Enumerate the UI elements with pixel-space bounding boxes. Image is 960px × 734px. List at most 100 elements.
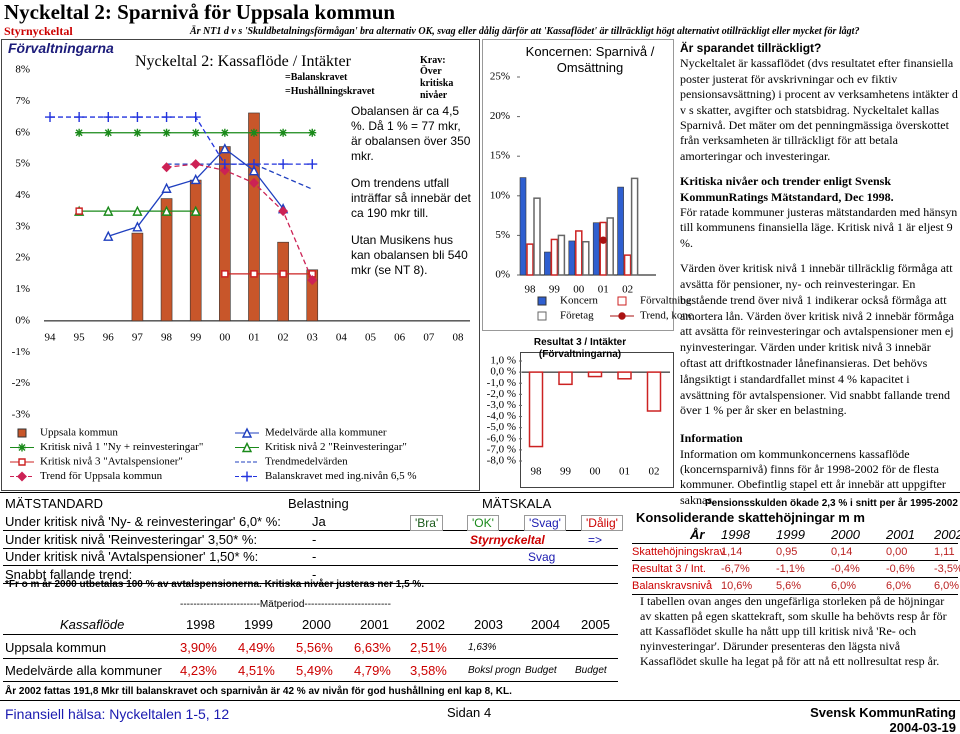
table-cell: 2001 — [360, 617, 389, 632]
marker — [103, 205, 114, 216]
table-cell: År — [690, 527, 705, 542]
marker — [104, 128, 113, 137]
x-tick-label: 00 — [219, 331, 231, 343]
marker — [618, 312, 626, 320]
table-cell: Under kritisk nivå 'Reinvesteringar' 3,5… — [5, 531, 258, 547]
table-cell: 'Dålig' — [581, 515, 623, 531]
annotation: =Balanskravet — [285, 72, 348, 83]
table-cell: 2002 — [416, 617, 445, 632]
heading: Kritiska nivåer och trender enligt Svens… — [680, 174, 894, 204]
table-cell: -3,5% — [934, 563, 960, 575]
bar — [528, 371, 544, 448]
rule — [0, 700, 960, 701]
x-tick-label: 04 — [336, 331, 348, 343]
bar — [557, 234, 566, 276]
paragraph: Information om kommunkoncernens kassaflö… — [680, 446, 946, 507]
header-cell: Belastning — [288, 496, 349, 511]
legend-swatch — [537, 311, 547, 321]
rule — [0, 492, 960, 493]
y-tick-label: 1% — [15, 283, 30, 295]
bar — [544, 251, 551, 276]
bar — [306, 269, 319, 322]
marker — [278, 206, 289, 217]
table-cell: 2000 — [302, 617, 331, 632]
page-title: Nyckeltal 2: Sparnivå för Uppsala kommun — [4, 0, 396, 24]
table-cell: Under kritisk nivå 'Avtalspensioner' 1,5… — [5, 549, 259, 564]
x-tick-label: 02 — [278, 331, 289, 343]
x-tick-label: 00 — [573, 284, 585, 296]
koncern-frame — [482, 39, 674, 331]
x-tick-label: 95 — [74, 331, 86, 343]
bar — [189, 179, 202, 322]
table-cell: - — [312, 566, 317, 582]
table-cell: 5,49% — [296, 663, 333, 678]
x-tick-label: 05 — [365, 331, 377, 343]
main-chart: -3% -2% -1% 0% 1% 2% 3% 4% 5% 6% 7% 8% 94 95 96 97 98 99 0… — [10, 64, 470, 482]
arrow: => — [588, 533, 603, 547]
paragraph: Värden över kritisk nivå 1 innebär tillr… — [680, 261, 955, 418]
bar — [277, 241, 289, 322]
rating: Svag — [528, 550, 556, 564]
marker — [279, 128, 288, 137]
chart-title: Koncernen: Sparnivå / Omsättning — [525, 44, 655, 75]
bar — [646, 371, 662, 412]
y-tick-label: 5% — [15, 158, 30, 170]
bar — [550, 238, 559, 276]
table-cell: 2,51% — [410, 640, 447, 655]
table-cell: 1,11 — [934, 546, 955, 558]
y-tick-label: -2% — [12, 377, 30, 389]
marker — [75, 207, 83, 215]
marker — [132, 221, 143, 232]
legend-label: Företag — [560, 310, 594, 322]
table-cell: 0,95 — [776, 546, 798, 558]
header-cell: MÄTSKALA — [482, 496, 552, 511]
period-caption: ------------------------Mätperiod-------… — [180, 599, 391, 610]
marker — [18, 443, 26, 452]
x-tick-label: 99 — [560, 466, 572, 478]
page-number: 4 — [484, 705, 492, 720]
table-cell: 4,79% — [354, 663, 391, 678]
marker — [219, 159, 230, 170]
heading: Information — [680, 431, 743, 446]
x-tick-label: 02 — [622, 284, 633, 296]
y-tick-label: -8,0 % — [487, 455, 516, 467]
legend-label: Medelvärde alla kommuner — [265, 427, 387, 439]
header-cell: MÄTSTANDARD — [5, 496, 103, 511]
y-tick-label: -1,0 % — [487, 377, 516, 389]
bar — [533, 197, 541, 276]
marker — [190, 159, 201, 170]
marker — [241, 441, 253, 453]
tax-note: Pensionsskulden ökade 2,3 % i snitt per … — [705, 498, 958, 509]
bar — [575, 230, 583, 276]
legend-label: Trendmedelvärden — [265, 456, 348, 468]
y-tick-label: 7% — [15, 95, 30, 107]
y-tick-label: -4,0 % — [487, 410, 516, 422]
legend-label: Balanskravet med ing.nivån 6,5 % — [265, 470, 417, 482]
marker — [74, 112, 85, 123]
marker — [190, 205, 201, 216]
table-cell: Budget — [575, 665, 607, 676]
table-cell: Resultat 3 / Int. — [632, 563, 706, 575]
legend-label: Kritisk nivå 3 "Avtalspensioner" — [40, 456, 183, 468]
table-cell: 4,49% — [238, 640, 275, 655]
y-tick-label: 20% — [490, 110, 510, 122]
marker — [250, 270, 258, 278]
table-cell: 2001 — [886, 527, 915, 542]
table-cell: 6,63% — [354, 640, 391, 655]
rule — [3, 634, 618, 635]
marker — [190, 173, 201, 185]
rule — [632, 594, 958, 595]
bar — [526, 243, 534, 276]
y-tick-label: 1,0 % — [490, 355, 516, 367]
annotation: Krav: — [420, 55, 446, 66]
table-cell: 2005 — [581, 617, 610, 632]
table-cell: - — [312, 549, 317, 564]
table-cell: 6,0% — [886, 580, 912, 592]
bar — [582, 240, 590, 276]
legend-label: Kritisk nivå 1 "Ny + reinvesteringar" — [40, 441, 203, 453]
table-cell: Kassaflöde — [60, 617, 125, 632]
table-cell: Medelvärde alla kommuner — [5, 663, 162, 678]
chart-title: Nyckeltal 2: Kassaflöde / Intäkter — [135, 53, 351, 70]
marker — [307, 275, 318, 286]
x-tick-label: 99 — [549, 284, 561, 296]
